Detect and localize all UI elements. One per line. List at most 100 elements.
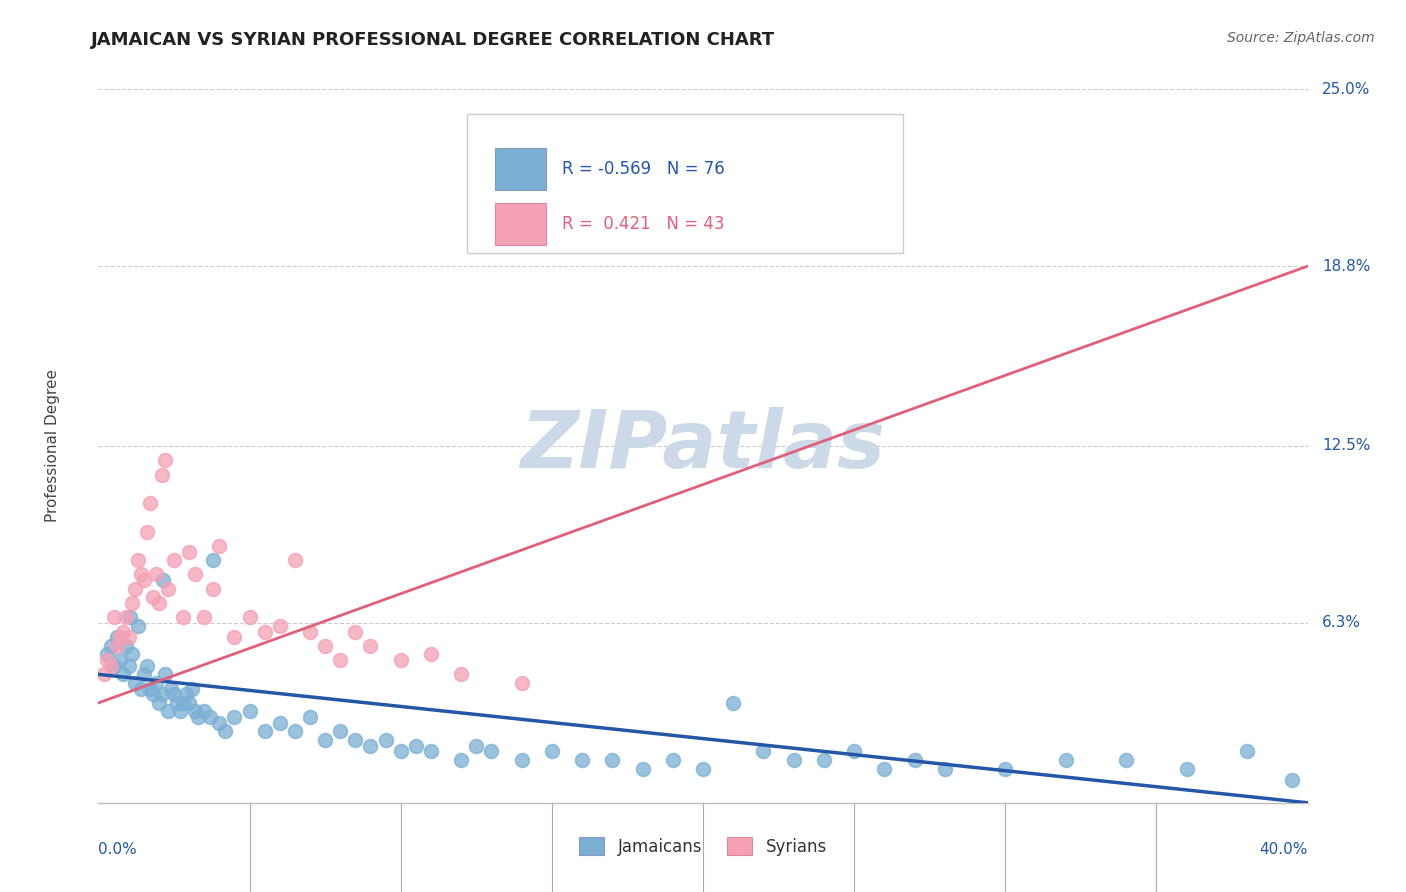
Point <box>389 653 412 667</box>
Text: Source: ZipAtlas.com: Source: ZipAtlas.com <box>1227 31 1375 45</box>
Point <box>1281 772 1303 787</box>
Point <box>163 553 186 567</box>
Text: 12.5%: 12.5% <box>1322 439 1371 453</box>
Point <box>994 762 1017 776</box>
Point <box>129 567 152 582</box>
Point <box>172 610 194 624</box>
Point <box>142 687 165 701</box>
Point <box>181 681 204 696</box>
Point <box>631 762 654 776</box>
Point <box>103 658 125 673</box>
Point <box>152 573 174 587</box>
Point <box>692 762 714 776</box>
Point <box>540 744 562 758</box>
Point <box>299 624 322 639</box>
Point <box>1115 753 1137 767</box>
Point <box>118 630 141 644</box>
Text: R = -0.569   N = 76: R = -0.569 N = 76 <box>561 160 724 178</box>
Point <box>105 630 128 644</box>
Point <box>420 744 443 758</box>
Point <box>127 619 149 633</box>
Point <box>100 658 122 673</box>
FancyBboxPatch shape <box>495 202 546 244</box>
Point <box>179 696 201 710</box>
Point <box>329 724 352 739</box>
Point <box>813 753 835 767</box>
Point <box>169 705 191 719</box>
Point <box>124 676 146 690</box>
Point <box>481 744 503 758</box>
Point <box>208 715 231 730</box>
Text: 25.0%: 25.0% <box>1322 82 1371 96</box>
Text: Professional Degree: Professional Degree <box>45 369 60 523</box>
Point <box>202 582 225 596</box>
FancyBboxPatch shape <box>495 148 546 190</box>
Point <box>239 705 262 719</box>
Point <box>1175 762 1198 776</box>
Point <box>314 733 336 747</box>
Point <box>120 610 142 624</box>
Point <box>661 753 683 767</box>
Point <box>844 744 866 758</box>
Point <box>142 591 165 605</box>
Point <box>160 681 183 696</box>
Point <box>510 676 533 690</box>
Point <box>121 648 143 662</box>
Point <box>121 596 143 610</box>
Point <box>118 658 141 673</box>
Point <box>132 667 155 681</box>
Point <box>114 610 136 624</box>
Point <box>103 610 125 624</box>
Point <box>510 753 533 767</box>
Point <box>284 724 307 739</box>
Text: R =  0.421   N = 43: R = 0.421 N = 43 <box>561 215 724 233</box>
Point <box>571 753 593 767</box>
Text: 40.0%: 40.0% <box>1260 842 1308 857</box>
Point <box>224 710 246 724</box>
Text: ZIPatlas: ZIPatlas <box>520 407 886 485</box>
Point <box>179 544 201 558</box>
Point <box>208 539 231 553</box>
Point <box>135 658 157 673</box>
Point <box>200 710 222 724</box>
Point <box>239 610 262 624</box>
Point <box>374 733 396 747</box>
Point <box>163 687 186 701</box>
Point <box>93 667 115 681</box>
Point <box>389 744 412 758</box>
Point <box>148 696 170 710</box>
Point <box>111 624 134 639</box>
Text: 18.8%: 18.8% <box>1322 259 1371 274</box>
Point <box>156 582 179 596</box>
Point <box>105 639 128 653</box>
Point <box>253 724 276 739</box>
Point <box>139 496 162 510</box>
Point <box>224 630 246 644</box>
Point <box>253 624 276 639</box>
Point <box>329 653 352 667</box>
Point <box>96 648 118 662</box>
Point <box>148 596 170 610</box>
Point <box>202 553 225 567</box>
Point <box>344 733 367 747</box>
Point <box>153 667 176 681</box>
Point <box>193 705 215 719</box>
Point <box>934 762 956 776</box>
Point <box>314 639 336 653</box>
Point <box>153 453 176 467</box>
Point <box>174 687 197 701</box>
Point <box>450 753 472 767</box>
Point <box>145 567 167 582</box>
Point <box>420 648 443 662</box>
Text: 6.3%: 6.3% <box>1322 615 1361 631</box>
Point <box>150 687 173 701</box>
Point <box>184 705 207 719</box>
Point <box>360 639 382 653</box>
Point <box>127 553 149 567</box>
Point <box>135 524 157 539</box>
Point <box>873 762 896 776</box>
Point <box>284 553 307 567</box>
Point <box>124 582 146 596</box>
Point <box>96 653 118 667</box>
Point <box>214 724 236 739</box>
